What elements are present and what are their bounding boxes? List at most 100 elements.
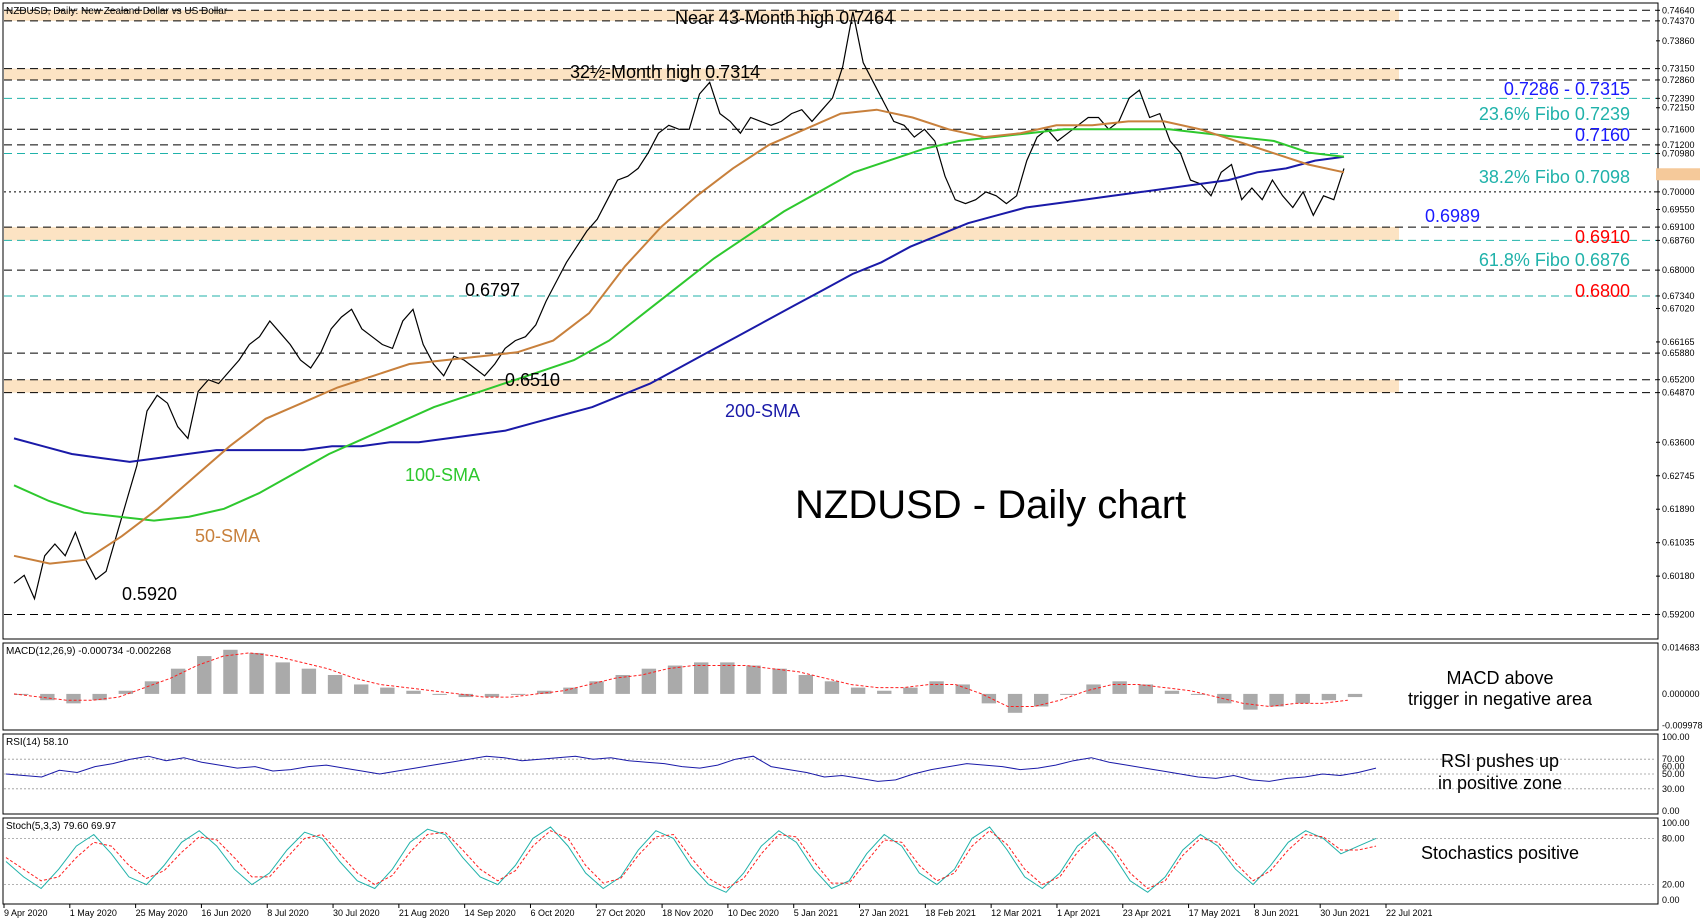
macd-bar [720, 662, 735, 694]
x-tick-label: 5 Jan 2021 [794, 908, 839, 918]
stoch-title: Stoch(5,3,3) 79.60 69.97 [6, 821, 117, 832]
y-tick-label: 0.70980 [1662, 149, 1695, 159]
price-annotation-1: 32½-Month high 0.7314 [570, 62, 760, 82]
macd-bar [223, 649, 238, 694]
macd-bar [981, 693, 997, 704]
macd-bar [1190, 693, 1206, 695]
macd-bar [537, 690, 552, 694]
macd-bar [667, 665, 683, 694]
y-tick-label: 0.63600 [1662, 437, 1695, 447]
x-tick-label: 25 May 2020 [136, 908, 188, 918]
y-tick-label: 0.64870 [1662, 388, 1695, 398]
stoch-annotation: Stochastics positive [1421, 843, 1579, 863]
x-axis: 9 Apr 2020 1 May 2020 25 May 2020 16 Jun 20… [3, 904, 1433, 918]
y-tick-label: 0.74640 [1662, 5, 1695, 15]
y-tick-label: 0.68760 [1662, 235, 1695, 245]
rsi-y-tick: 30.00 [1662, 784, 1685, 794]
x-tick-label: 18 Nov 2020 [662, 908, 713, 918]
stoch-panel-frame [2, 817, 1659, 905]
series-line-close [13, 11, 1345, 601]
x-tick-label: 27 Jan 2021 [860, 908, 910, 918]
y-tick-label: 0.72390 [1662, 93, 1695, 103]
macd-bar [432, 693, 447, 695]
macd-bar [877, 690, 892, 694]
y-tick-label: 0.65200 [1662, 375, 1695, 385]
macd-bar [850, 687, 866, 694]
macd-bar [694, 662, 709, 694]
x-tick-label: 18 Feb 2021 [925, 908, 976, 918]
y-tick-label: 0.74370 [1662, 16, 1695, 26]
macd-bar [275, 662, 290, 694]
macd-bar [144, 681, 160, 694]
symbol-header: NZDUSD, Daily: New Zealand Dollar vs US … [6, 6, 228, 17]
macd-bar [458, 693, 473, 698]
rsi-y-tick: 60.00 [1662, 762, 1685, 772]
macd-bar [301, 668, 317, 694]
x-tick-label: 1 May 2020 [70, 908, 117, 918]
macd-bar [1295, 693, 1310, 704]
macd-bar [197, 656, 212, 694]
macd-bar [92, 693, 107, 701]
macd-y-tick: 0.000000 [1662, 689, 1700, 699]
macd-bar [563, 687, 578, 694]
x-tick-label: 8 Jun 2021 [1254, 908, 1299, 918]
macd-bar [903, 687, 918, 694]
x-tick-label: 22 Jul 2021 [1386, 908, 1433, 918]
macd-bar [1060, 693, 1075, 695]
macd-bar [641, 668, 657, 694]
macd-bar [40, 693, 55, 701]
price-annotation-13: 0.6910 [1575, 227, 1630, 247]
macd-y-tick: 0.014683 [1662, 643, 1700, 653]
x-tick-label: 21 Aug 2020 [399, 908, 450, 918]
y-tick-label: 0.73860 [1662, 36, 1695, 46]
price-annotation-9: 23.6% Fibo 0.7239 [1479, 104, 1630, 124]
macd-bar [798, 674, 813, 694]
x-tick-label: 12 Mar 2021 [991, 908, 1042, 918]
y-tick-label: 0.72150 [1662, 103, 1695, 113]
x-tick-label: 9 Apr 2020 [4, 908, 48, 918]
stoch-line-d [5, 830, 1377, 890]
rsi-annotation-line2: in positive zone [1438, 773, 1562, 793]
y-tick-label: 0.65880 [1662, 348, 1695, 358]
stoch-y-tick: 100.00 [1662, 818, 1690, 828]
annotations: Near 43-Month high 0.7464 32½-Month high … [122, 8, 1630, 604]
macd-bar [1007, 693, 1023, 713]
rsi-y-tick: 70.00 [1662, 754, 1685, 764]
price-levels [4, 9, 1656, 615]
macd-bar [1112, 681, 1127, 694]
y-tick-label: 0.62745 [1662, 471, 1695, 481]
price-annotation-15: 0.6800 [1575, 281, 1630, 301]
price-annotation-7: 50-SMA [195, 526, 260, 546]
macd-bar [772, 668, 787, 694]
y-tick-label: 0.72860 [1662, 75, 1695, 85]
macd-bar [380, 687, 395, 694]
macd-bar [589, 681, 604, 694]
macd-bar [118, 690, 133, 694]
stoch-line-k [5, 826, 1377, 893]
x-tick-label: 14 Sep 2020 [465, 908, 516, 918]
macd-bar [249, 652, 264, 694]
macd-title: MACD(12,26,9) -0.000734 -0.002268 [6, 646, 172, 657]
x-tick-label: 8 Jul 2020 [267, 908, 309, 918]
y-tick-label: 0.67020 [1662, 303, 1695, 313]
price-zone-0 [4, 10, 1399, 21]
rsi-line [5, 755, 1377, 782]
y-tick-label: 0.68000 [1662, 265, 1695, 275]
macd-bar [1321, 693, 1337, 701]
rsi-title: RSI(14) 58.10 [6, 737, 69, 748]
series-line-200-sma [13, 155, 1345, 463]
macd-bar [955, 684, 970, 694]
macd-annotation-line1: MACD above [1446, 668, 1553, 688]
macd-annotation-line2: trigger in negative area [1408, 689, 1593, 709]
price-annotation-2: 0.6797 [465, 280, 520, 300]
macd-bar [824, 681, 840, 694]
y-tick-label: 0.69100 [1662, 222, 1695, 232]
x-tick-label: 17 May 2021 [1189, 908, 1241, 918]
y-tick-label: 0.59200 [1662, 609, 1695, 619]
macd-bar [510, 693, 526, 695]
macd-bar [1034, 693, 1049, 707]
current-price-marker [1656, 168, 1700, 181]
stoch-plot: 100.00 80.00 20.00 0.00 [4, 818, 1690, 905]
